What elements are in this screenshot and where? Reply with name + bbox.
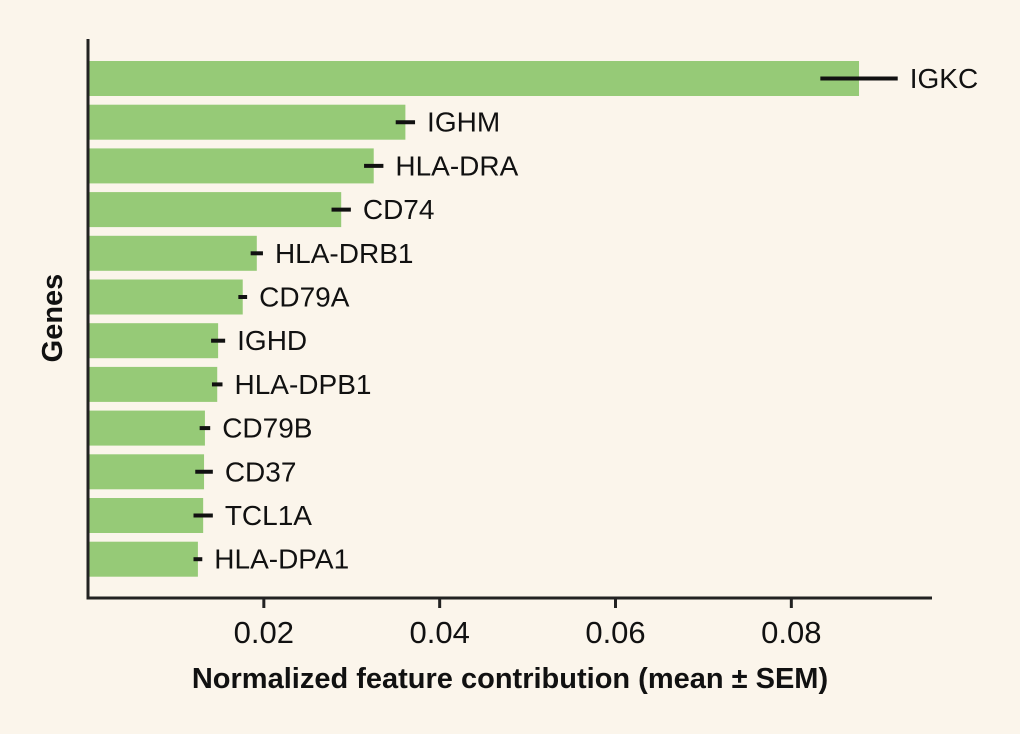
bar <box>88 323 219 359</box>
bar <box>88 192 342 228</box>
bar <box>88 454 205 490</box>
bar-category-label: CD74 <box>363 194 435 225</box>
bar-category-label: IGKC <box>910 63 978 94</box>
axes-layer <box>86 39 932 608</box>
bar <box>88 148 374 184</box>
bar <box>88 541 198 577</box>
bar-category-label: TCL1A <box>225 500 312 531</box>
x-tick-label: 0.02 <box>234 615 294 650</box>
x-tick-label: 0.06 <box>585 615 645 650</box>
bar-category-label: IGHM <box>427 107 500 138</box>
bar-category-label: IGHD <box>237 325 307 356</box>
bar-category-label: HLA-DPA1 <box>214 544 349 575</box>
bar <box>88 61 860 96</box>
bar-category-label: HLA-DRA <box>395 150 518 181</box>
bar-category-label: CD79A <box>259 282 350 313</box>
x-tick-label: 0.08 <box>761 615 821 650</box>
bar <box>88 235 257 271</box>
x-tick-label: 0.04 <box>409 615 469 650</box>
bar-category-label: CD79B <box>222 413 312 444</box>
bar <box>88 104 406 140</box>
bar <box>88 498 204 533</box>
x-axis-title: Normalized feature contribution (mean ± … <box>192 663 828 695</box>
bar-category-label: HLA-DRB1 <box>275 238 413 269</box>
bar <box>88 410 205 446</box>
bar <box>88 366 218 402</box>
y-axis-title: Genes <box>37 274 69 363</box>
bar-category-label: CD37 <box>225 456 297 487</box>
bar <box>88 279 243 315</box>
bar-category-label: HLA-DPB1 <box>235 369 372 400</box>
bars-layer <box>88 61 898 577</box>
labels-layer: IGKC IGHM HLA-DRA CD74 HLA-DRB1 CD79A IGHD HLA-… <box>214 63 978 650</box>
